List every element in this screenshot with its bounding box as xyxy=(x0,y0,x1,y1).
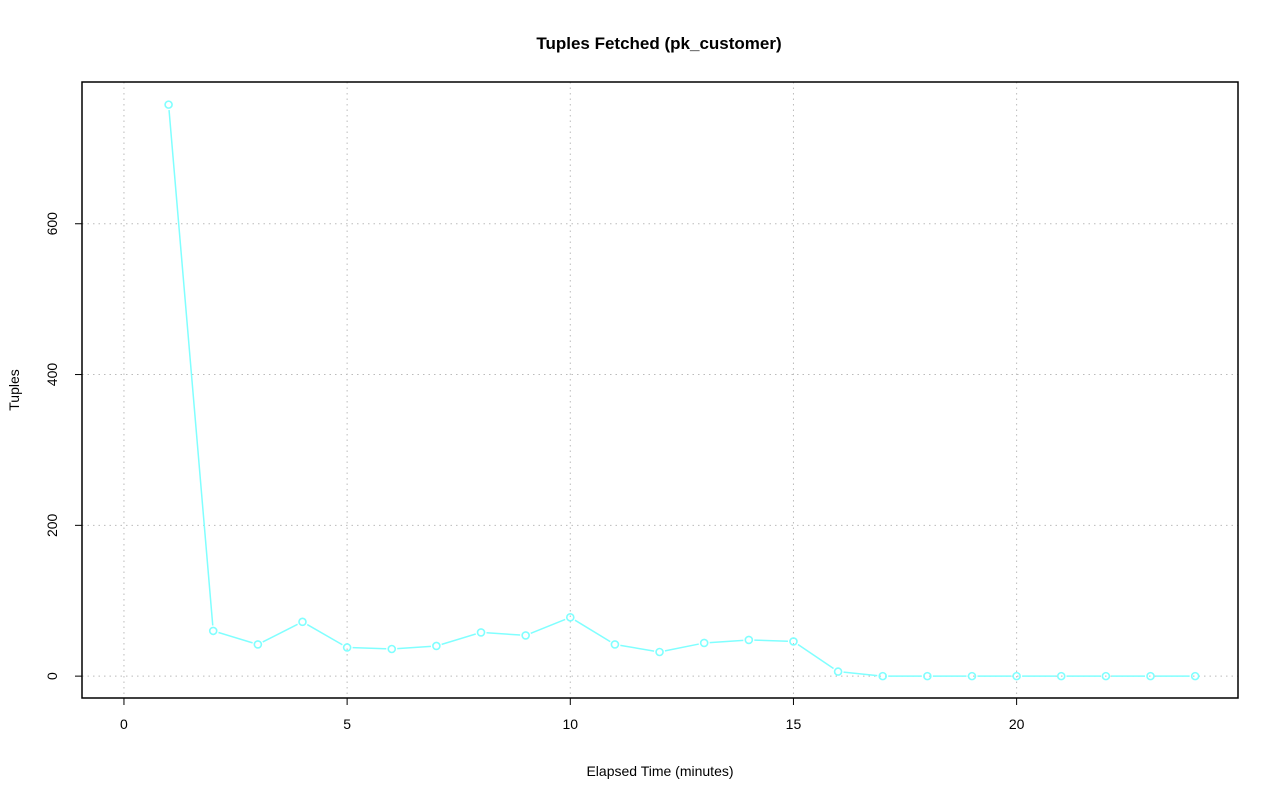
x-tick-label: 0 xyxy=(120,716,128,732)
data-point xyxy=(878,671,888,681)
data-point xyxy=(923,671,932,681)
grid xyxy=(82,82,1238,698)
series-line-segment xyxy=(620,644,655,652)
data-point xyxy=(432,641,441,651)
data-point xyxy=(1101,671,1111,681)
data-point xyxy=(610,640,620,649)
data-point xyxy=(521,631,530,640)
data-point xyxy=(253,640,263,649)
series-line-segment xyxy=(397,645,431,650)
series-line-segment xyxy=(664,643,699,652)
series-line-segment xyxy=(754,639,788,643)
series-line-segment xyxy=(352,646,387,650)
data-point xyxy=(387,644,397,654)
data-point xyxy=(476,628,486,637)
y-tick-label: 0 xyxy=(44,672,60,680)
series-line-segment xyxy=(441,633,476,646)
data-point xyxy=(789,637,798,646)
y-axis-label: Tuples xyxy=(6,369,22,411)
data-point xyxy=(1012,671,1021,681)
y-tick-label: 400 xyxy=(44,363,60,387)
series-line-segment xyxy=(574,619,611,643)
y-axis: 0 200 400 600 xyxy=(44,212,83,680)
series-pk-customer xyxy=(164,100,1200,681)
data-point xyxy=(565,613,575,622)
data-point xyxy=(1146,671,1155,681)
data-point xyxy=(342,643,352,652)
series-line-segment xyxy=(262,623,298,643)
data-point xyxy=(164,100,173,109)
series-line-segment xyxy=(797,643,834,670)
y-tick-label: 600 xyxy=(44,212,60,236)
plot-box xyxy=(81,81,1239,699)
x-tick-label: 15 xyxy=(786,716,802,732)
series-line-segment xyxy=(168,110,214,626)
x-tick-label: 5 xyxy=(343,716,351,732)
x-tick-label: 20 xyxy=(1009,716,1025,732)
data-point xyxy=(967,671,977,681)
data-point xyxy=(833,667,843,676)
data-point xyxy=(655,647,664,657)
data-point xyxy=(699,638,709,648)
data-point xyxy=(298,617,307,627)
x-axis: 0 5 10 15 20 xyxy=(120,697,1025,732)
data-point xyxy=(744,635,754,645)
series-line-segment xyxy=(530,618,566,635)
series-line-segment xyxy=(843,671,878,677)
data-point xyxy=(1056,671,1066,681)
series-line-segment xyxy=(306,623,343,646)
chart-title: Tuples Fetched (pk_customer) xyxy=(536,34,781,53)
data-point xyxy=(208,626,218,636)
series-line-segment xyxy=(218,631,253,644)
x-tick-label: 10 xyxy=(562,716,578,732)
x-axis-label: Elapsed Time (minutes) xyxy=(586,763,733,779)
series-line-segment xyxy=(709,639,744,644)
y-tick-label: 200 xyxy=(44,513,60,537)
data-point xyxy=(1190,671,1200,681)
series-line-segment xyxy=(486,632,521,636)
